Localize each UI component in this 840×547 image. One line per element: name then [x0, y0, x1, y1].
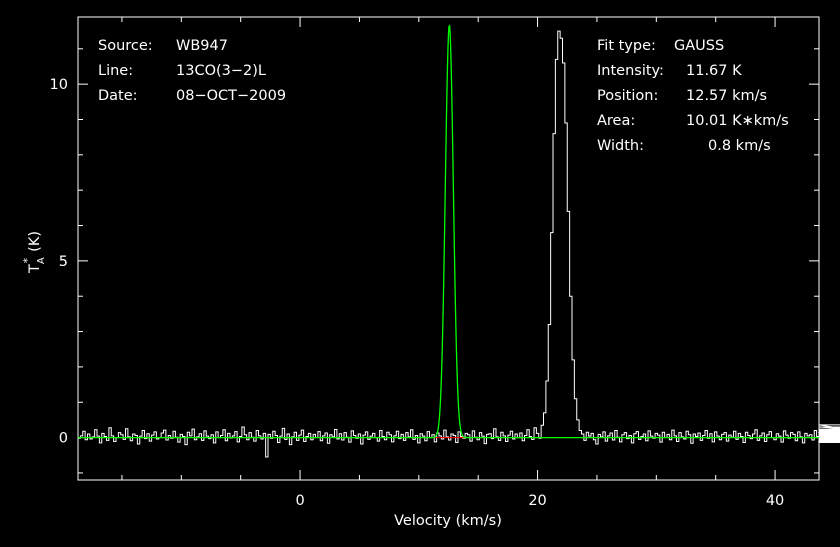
axis-ticks	[78, 17, 819, 480]
y-axis-label: TA*(K)	[21, 231, 47, 274]
position-value: 12.57 km/s	[686, 88, 767, 104]
x-tick-label: 0	[295, 493, 304, 509]
source-value: WB947	[176, 38, 228, 54]
width-label: Width:	[597, 138, 644, 154]
x-tick-label: 40	[766, 493, 784, 509]
source-label: Source:	[98, 38, 153, 54]
y-tick-label: 0	[59, 431, 68, 447]
date-label: Date:	[98, 88, 138, 104]
area-label: Area:	[597, 113, 635, 129]
x-tick-label: 20	[528, 493, 546, 509]
intensity-value: 11.67 K	[686, 63, 742, 79]
area-value: 10.01 K∗km/s	[686, 113, 789, 129]
fit-type-label: Fit type:	[597, 38, 656, 54]
width-value: 0.8 km/s	[708, 138, 771, 154]
intensity-label: Intensity:	[597, 63, 664, 79]
y-tick-label: 10	[50, 77, 68, 93]
date-value: 08−OCT−2009	[176, 88, 286, 104]
plot-frame	[77, 16, 820, 481]
line-value: 13CO(3−2)L	[176, 63, 266, 79]
x-axis-label: Velocity (km/s)	[394, 513, 502, 529]
y-axis-label-text: TA*(K)	[21, 231, 47, 274]
position-label: Position:	[597, 88, 658, 104]
fit-type-value: GAUSS	[674, 38, 724, 54]
line-label: Line:	[98, 63, 133, 79]
y-tick-label: 5	[59, 254, 68, 270]
spectrum-trace	[78, 30, 840, 458]
axis-tick-labels: 0 20 40 0 5 10	[50, 77, 785, 509]
gaussian-fit-curve	[78, 24, 819, 439]
